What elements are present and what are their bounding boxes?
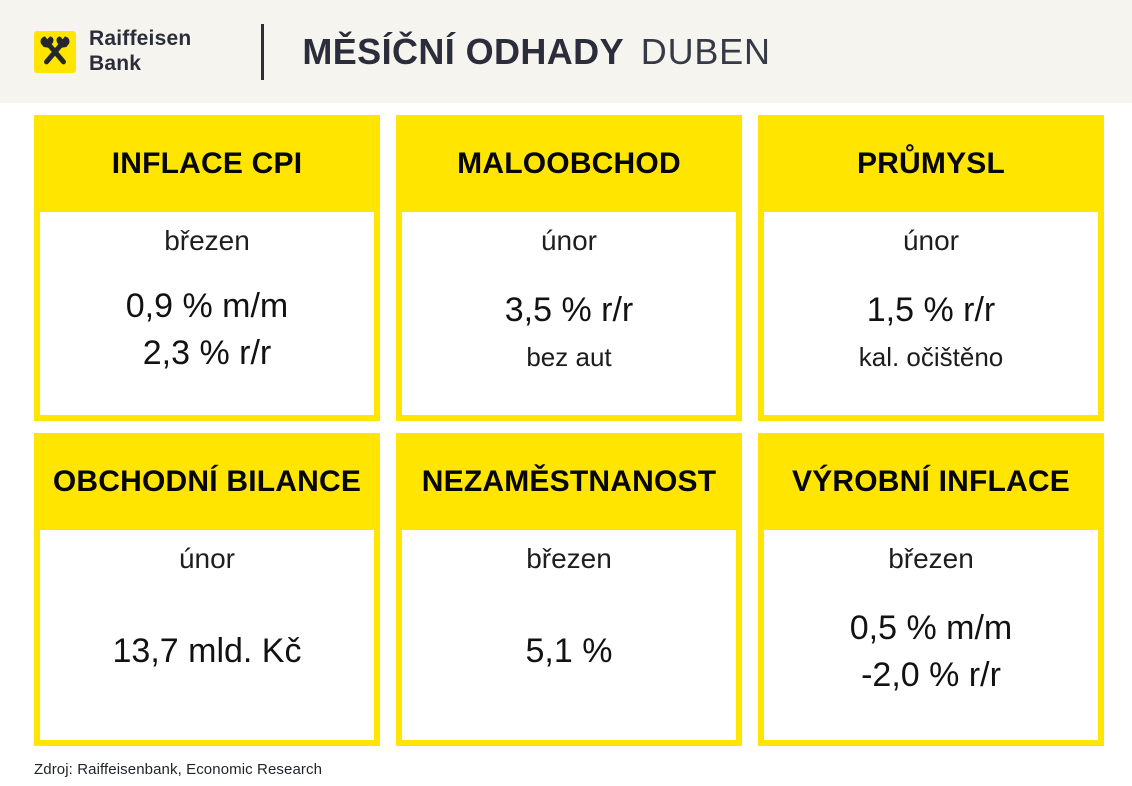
brand-logo: Raiffeisen Bank xyxy=(34,27,191,75)
indicator-card: INFLACE CPI březen 0,9 % m/m 2,3 % r/r xyxy=(34,115,380,421)
header-divider xyxy=(261,23,265,80)
page-title-month: DUBEN xyxy=(640,30,771,72)
card-body: březen 0,9 % m/m 2,3 % r/r xyxy=(40,212,374,415)
indicator-value: 13,7 mld. Kč xyxy=(112,632,302,671)
indicator-value: 1,5 % r/r xyxy=(866,290,996,329)
indicator-card: MALOOBCHOD únor 3,5 % r/r bez aut xyxy=(396,115,742,421)
card-body: březen 0,5 % m/m -2,0 % r/r xyxy=(764,530,1098,740)
page-title-main: MĚSÍČNÍ ODHADY xyxy=(302,30,624,72)
indicator-value: 0,5 % m/m xyxy=(849,608,1013,647)
brand-name: Raiffeisen Bank xyxy=(89,27,191,75)
indicator-value: -2,0 % r/r xyxy=(861,655,1001,694)
indicator-value: 3,5 % r/r xyxy=(504,290,634,329)
indicator-value: 0,9 % m/m xyxy=(125,287,289,326)
cards-grid: INFLACE CPI březen 0,9 % m/m 2,3 % r/r MA… xyxy=(34,115,1104,746)
card-body: únor 13,7 mld. Kč xyxy=(40,530,374,740)
brand-name-line1: Raiffeisen xyxy=(89,27,192,51)
page-title: MĚSÍČNÍ ODHADY DUBEN xyxy=(302,31,770,73)
reference-month: březen xyxy=(888,543,974,574)
card-values: 1,5 % r/r kal. očištěno xyxy=(764,257,1098,415)
header: Raiffeisen Bank MĚSÍČNÍ ODHADY DUBEN xyxy=(0,0,1132,103)
card-body: únor 3,5 % r/r bez aut xyxy=(402,212,736,415)
footer: Zdroj: Raiffeisenbank, Economic Research xyxy=(34,761,1132,778)
card-header: OBCHODNÍ BILANCE xyxy=(34,433,380,530)
card-values: 0,5 % m/m -2,0 % r/r xyxy=(764,575,1098,740)
indicator-card: OBCHODNÍ BILANCE únor 13,7 mld. Kč xyxy=(34,433,380,746)
brand-name-line2: Bank xyxy=(89,51,142,75)
card-title: NEZAMĚSTNANOST xyxy=(421,464,717,498)
card-values: 0,9 % m/m 2,3 % r/r xyxy=(40,257,374,415)
reference-month: únor xyxy=(540,225,598,256)
card-title: MALOOBCHOD xyxy=(457,146,681,180)
card-title: PRŮMYSL xyxy=(856,146,1006,180)
card-values: 3,5 % r/r bez aut xyxy=(402,257,736,415)
indicator-card: PRŮMYSL únor 1,5 % r/r kal. očištěno xyxy=(758,115,1104,421)
card-header: PRŮMYSL xyxy=(758,115,1104,212)
indicator-card: NEZAMĚSTNANOST březen 5,1 % xyxy=(396,433,742,746)
indicator-card: VÝROBNÍ INFLACE březen 0,5 % m/m -2,0 % r… xyxy=(758,433,1104,746)
card-values: 13,7 mld. Kč xyxy=(40,575,374,740)
card-title: INFLACE CPI xyxy=(111,146,303,180)
card-title: OBCHODNÍ BILANCE xyxy=(52,464,362,498)
reference-month: březen xyxy=(164,225,250,256)
indicator-note: kal. očištěno xyxy=(858,342,1004,373)
indicator-value: 2,3 % r/r xyxy=(142,334,272,372)
card-header: INFLACE CPI xyxy=(34,115,380,212)
card-header: MALOOBCHOD xyxy=(396,115,742,212)
reference-month: březen xyxy=(526,543,612,574)
indicator-note: bez aut xyxy=(526,342,612,373)
reference-month: únor xyxy=(178,543,236,574)
card-title: VÝROBNÍ INFLACE xyxy=(791,464,1070,498)
reference-month: únor xyxy=(902,225,960,256)
source-note: Zdroj: Raiffeisenbank, Economic Research xyxy=(34,761,323,778)
card-header: NEZAMĚSTNANOST xyxy=(396,433,742,530)
card-body: březen 5,1 % xyxy=(402,530,736,740)
card-header: VÝROBNÍ INFLACE xyxy=(758,433,1104,530)
card-body: únor 1,5 % r/r kal. očištěno xyxy=(764,212,1098,415)
raiffeisen-gable-cross-icon xyxy=(34,30,76,73)
indicator-value: 5,1 % xyxy=(525,632,613,671)
card-values: 5,1 % xyxy=(402,575,736,740)
